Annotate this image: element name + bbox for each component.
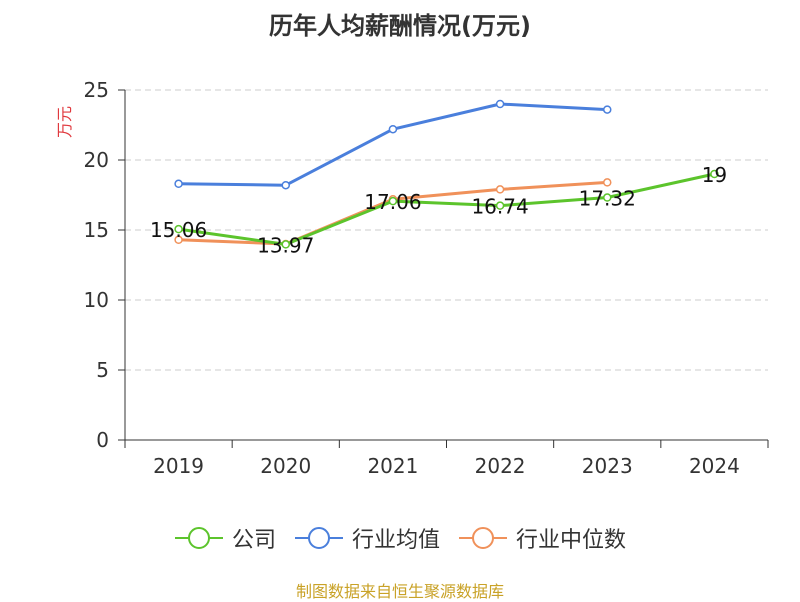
data-point bbox=[495, 185, 505, 194]
data-point bbox=[174, 235, 183, 245]
data-label: 15.06 bbox=[150, 218, 207, 242]
legend-marker bbox=[472, 527, 494, 549]
data-label: 17.32 bbox=[579, 187, 636, 211]
legend-marker bbox=[187, 527, 210, 549]
x-tick-label: 2024 bbox=[689, 454, 740, 478]
grid-lines bbox=[125, 89, 768, 371]
x-tick-label: 2020 bbox=[260, 454, 311, 478]
legend-item-1[interactable]: 行业均值 bbox=[294, 522, 440, 554]
data-labels: 15.06 13.97 17.06 16.74 17.32 19 bbox=[150, 163, 727, 257]
legend: 公司 行业均值 行业中位数 bbox=[0, 521, 800, 555]
data-point bbox=[388, 124, 398, 134]
data-point bbox=[388, 196, 398, 206]
legend-label: 行业均值 bbox=[351, 528, 440, 553]
data-label: 16.74 bbox=[471, 195, 528, 219]
legend-swatch bbox=[459, 527, 507, 549]
data-label: 17.06 bbox=[364, 190, 421, 214]
y-tick-label: 0 bbox=[96, 428, 109, 452]
y-tick-label: 10 bbox=[84, 288, 109, 312]
data-point bbox=[603, 105, 612, 114]
y-tick-label: 25 bbox=[84, 78, 109, 102]
data-point bbox=[495, 99, 505, 109]
y-tick-label: 20 bbox=[84, 148, 109, 172]
x-tick-label: 2022 bbox=[475, 454, 526, 478]
legend-label: 行业中位数 bbox=[516, 528, 627, 553]
data-point bbox=[495, 201, 505, 210]
data-point bbox=[281, 240, 290, 249]
legend-item-2[interactable]: 行业中位数 bbox=[458, 522, 626, 554]
legend-marker bbox=[307, 527, 330, 549]
data-point bbox=[603, 178, 612, 187]
legend-item-0[interactable]: 公司 bbox=[174, 522, 276, 554]
series-line-0 bbox=[177, 172, 716, 246]
x-tick-label: 2021 bbox=[367, 454, 418, 478]
x-tick-label: 2023 bbox=[582, 454, 633, 478]
axes: 0 5 10 15 20 25 万元 2019 2020 2021 2022 2023 2024 bbox=[55, 78, 769, 478]
data-label: 13.97 bbox=[257, 233, 314, 257]
legend-label: 公司 bbox=[231, 528, 276, 553]
data-point bbox=[710, 169, 719, 179]
series-line-1 bbox=[177, 102, 609, 187]
data-label: 19 bbox=[702, 163, 727, 187]
y-tick-label: 5 bbox=[96, 358, 109, 382]
data-point bbox=[174, 179, 183, 189]
x-tick-label: 2019 bbox=[153, 454, 204, 478]
chart-title: 历年人均薪酬情况(万元) bbox=[269, 12, 531, 40]
legend-swatch bbox=[174, 527, 223, 549]
data-point bbox=[603, 193, 612, 202]
source-note: 制图数据来自恒生聚源数据库 bbox=[295, 582, 504, 601]
data-point bbox=[174, 224, 183, 234]
y-axis-label: 万元 bbox=[55, 106, 74, 138]
series-lines bbox=[174, 99, 719, 249]
legend-swatch bbox=[294, 527, 343, 549]
y-tick-label: 15 bbox=[84, 218, 109, 242]
data-point bbox=[281, 180, 290, 190]
